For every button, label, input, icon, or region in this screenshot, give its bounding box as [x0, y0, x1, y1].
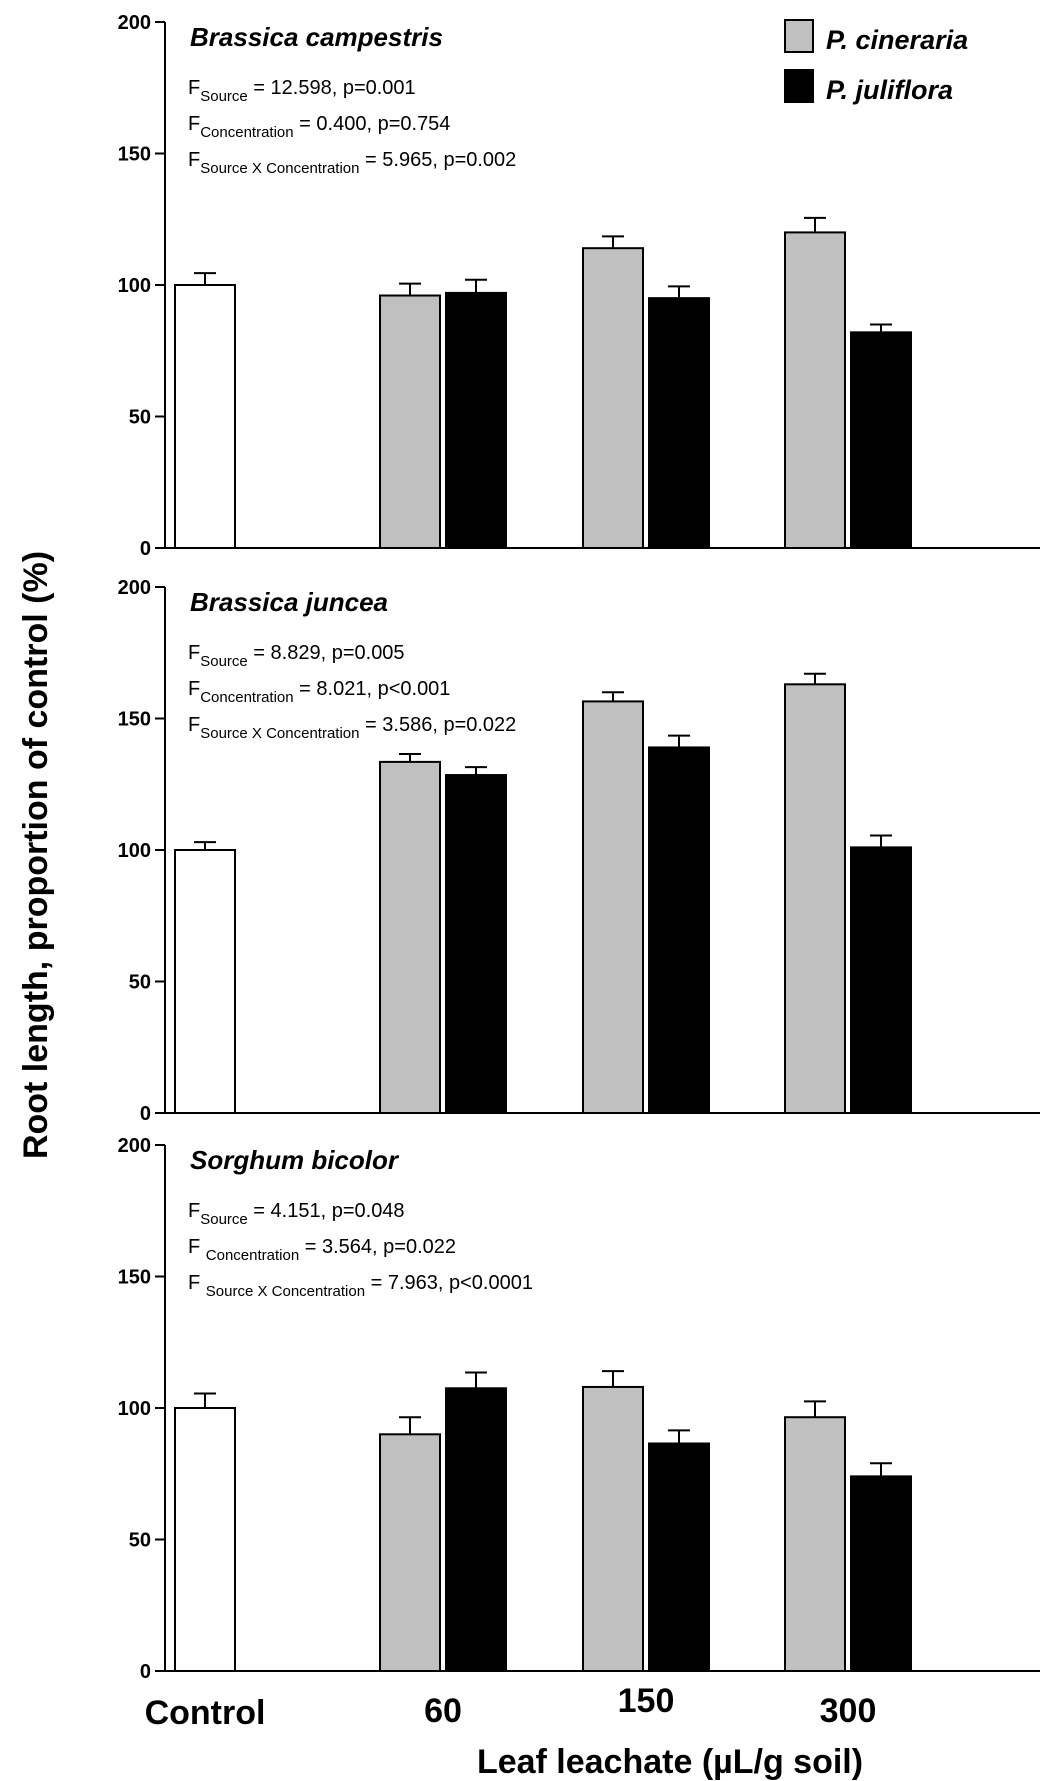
- bar-p-juliflora: [445, 1387, 507, 1673]
- bar-p-juliflora: [445, 774, 507, 1114]
- y-tick-label: 150: [118, 1267, 151, 1289]
- y-tick-label: 50: [129, 407, 151, 429]
- x-category-label: Control: [145, 1694, 266, 1732]
- legend-swatch: [784, 19, 814, 53]
- stat-value: = 8.021, p<0.001: [294, 678, 451, 700]
- x-axis-categories: Control 60 150 300: [145, 1682, 877, 1732]
- y-tick-label: 50: [129, 972, 151, 994]
- stat-value: = 4.151, p=0.048: [248, 1200, 405, 1222]
- bar-control: [174, 849, 236, 1114]
- anova-stat: FSource = 4.151, p=0.048: [188, 1200, 405, 1228]
- bar-p-juliflora: [648, 297, 710, 549]
- y-tick-label: 50: [129, 1530, 151, 1552]
- stat-value: = 3.564, p=0.022: [299, 1236, 456, 1258]
- x-category-label: 300: [820, 1692, 877, 1730]
- bar-p-cineraria: [379, 1433, 441, 1673]
- anova-stat: F Concentration = 3.564, p=0.022: [188, 1236, 456, 1264]
- anova-stat: FSource = 8.829, p=0.005: [188, 642, 405, 670]
- y-tick-label: 100: [118, 275, 151, 297]
- stat-symbol: F: [188, 1200, 200, 1222]
- bar-p-cineraria: [784, 683, 846, 1114]
- bar-p-juliflora: [445, 291, 507, 550]
- y-axis-title: Root length, proportion of control (%): [17, 551, 55, 1159]
- stat-value: = 5.965, p=0.002: [359, 149, 516, 171]
- bar-control: [174, 284, 236, 549]
- anova-stat: FSource = 12.598, p=0.001: [188, 77, 416, 105]
- x-category-label: 150: [618, 1682, 675, 1720]
- stat-symbol: F: [188, 1236, 206, 1258]
- stat-value: = 8.829, p=0.005: [248, 642, 405, 664]
- bar-p-cineraria: [379, 760, 441, 1115]
- stat-symbol: F: [188, 113, 200, 135]
- bar-p-juliflora: [648, 1442, 710, 1672]
- bar-p-cineraria: [784, 231, 846, 549]
- bar-p-juliflora: [850, 331, 912, 549]
- bar-p-cineraria: [582, 700, 644, 1115]
- anova-stat: FConcentration = 0.400, p=0.754: [188, 113, 450, 141]
- y-tick-label: 200: [118, 577, 151, 599]
- stat-subscript: Concentration: [206, 1247, 299, 1264]
- stat-subscript: Source: [200, 653, 248, 670]
- stat-symbol: F: [188, 1272, 206, 1294]
- stat-value: = 7.963, p<0.0001: [365, 1272, 533, 1294]
- y-tick-label: 150: [118, 709, 151, 731]
- panel-title: Brassica campestris: [190, 22, 443, 52]
- y-tick-label: 200: [118, 1135, 151, 1157]
- bar-p-cineraria: [379, 294, 441, 549]
- stat-subscript: Concentration: [200, 689, 293, 706]
- stat-subscript: Source: [200, 1211, 248, 1228]
- stat-value: = 0.400, p=0.754: [294, 113, 451, 135]
- bar-p-cineraria: [582, 247, 644, 549]
- stat-subscript: Concentration: [200, 124, 293, 141]
- y-tick-label: 0: [140, 1661, 151, 1683]
- y-tick-label: 100: [118, 840, 151, 862]
- bar-p-cineraria: [582, 1385, 644, 1672]
- legend-label: P. cineraria: [826, 25, 968, 55]
- y-tick-label: 100: [118, 1398, 151, 1420]
- stat-subscript: Source X Concentration: [206, 1283, 365, 1300]
- stat-symbol: F: [188, 642, 200, 664]
- legend-label: P. juliflora: [826, 75, 953, 105]
- stat-subscript: Source X Concentration: [200, 725, 359, 742]
- bar-p-cineraria: [784, 1416, 846, 1672]
- anova-stat: FSource X Concentration = 5.965, p=0.002: [188, 149, 516, 177]
- anova-stat: FSource X Concentration = 3.586, p=0.022: [188, 714, 516, 742]
- y-tick-label: 0: [140, 1103, 151, 1125]
- bar-p-juliflora: [648, 746, 710, 1114]
- stat-symbol: F: [188, 678, 200, 700]
- stat-symbol: F: [188, 714, 200, 736]
- anova-stat: FConcentration = 8.021, p<0.001: [188, 678, 450, 706]
- y-tick-label: 200: [118, 12, 151, 34]
- panel-title: Sorghum bicolor: [190, 1145, 400, 1175]
- y-tick-label: 150: [118, 144, 151, 166]
- bar-p-juliflora: [850, 846, 912, 1114]
- stat-symbol: F: [188, 149, 200, 171]
- stat-symbol: F: [188, 77, 200, 99]
- stat-value: = 12.598, p=0.001: [248, 77, 416, 99]
- legend-swatch: [784, 69, 814, 103]
- panel-title: Brassica juncea: [190, 587, 388, 617]
- bar-p-juliflora: [850, 1475, 912, 1672]
- y-tick-label: 0: [140, 538, 151, 560]
- stat-subscript: Source X Concentration: [200, 160, 359, 177]
- x-category-label: 60: [424, 1692, 462, 1730]
- stat-value: = 3.586, p=0.022: [359, 714, 516, 736]
- legend: P. cineraria P. juliflora: [784, 19, 968, 105]
- bar-control: [174, 1407, 236, 1672]
- stat-subscript: Source: [200, 88, 248, 105]
- anova-stat: F Source X Concentration = 7.963, p<0.00…: [188, 1272, 533, 1300]
- x-axis-title: Leaf leachate (µL/g soil): [477, 1743, 863, 1781]
